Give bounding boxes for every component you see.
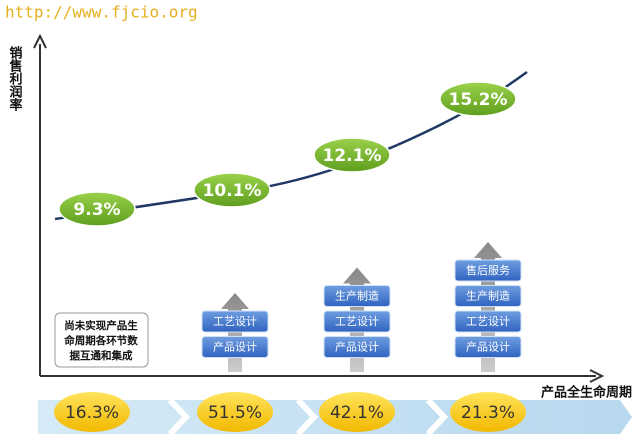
share-label: 42.1% xyxy=(330,403,384,423)
process-label: 工艺设计 xyxy=(335,315,379,328)
share-label: 16.3% xyxy=(65,403,119,423)
process-label: 售后服务 xyxy=(466,263,510,277)
process-box xyxy=(323,336,391,358)
y-axis-arrow xyxy=(33,33,47,49)
x-axis-label: 产品全生命周期 xyxy=(541,385,632,401)
process-label: 产品设计 xyxy=(466,340,510,354)
process-box xyxy=(454,310,522,333)
profit-bubble xyxy=(193,172,271,208)
y-axis-label: 销售利润率 xyxy=(7,45,23,112)
watermark: http://www.fjcio.org xyxy=(5,3,198,22)
process-label: 工艺设计 xyxy=(466,315,510,328)
note-line: 命周期各环节数 xyxy=(63,334,138,347)
process-label: 工艺设计 xyxy=(213,315,257,328)
profit-label: 9.3% xyxy=(73,200,120,220)
share-label: 51.5% xyxy=(208,403,262,423)
process-label: 生产制造 xyxy=(335,289,379,303)
process-box xyxy=(454,259,522,282)
share-bubble xyxy=(450,392,526,432)
profit-bubble xyxy=(313,137,391,173)
process-box xyxy=(323,310,391,333)
profit-bubble xyxy=(439,81,517,117)
note-box xyxy=(54,312,149,368)
profit-label: 12.1% xyxy=(323,146,382,166)
process-box xyxy=(454,336,522,358)
process-box xyxy=(201,336,269,358)
process-box xyxy=(454,285,522,307)
band-chevrons xyxy=(167,397,449,437)
note-line: 据互通和集成 xyxy=(70,349,133,362)
process-label: 生产制造 xyxy=(466,289,510,303)
process-box xyxy=(323,285,391,307)
share-bubble xyxy=(197,392,273,432)
profit-label: 10.1% xyxy=(203,181,262,201)
share-bubble xyxy=(54,392,130,432)
profit-label: 15.2% xyxy=(449,90,508,110)
share-bubble xyxy=(319,392,395,432)
process-label: 产品设计 xyxy=(335,340,379,354)
profit-bubble xyxy=(58,191,136,227)
process-box xyxy=(201,310,269,333)
share-label: 21.3% xyxy=(461,403,515,423)
x-axis-arrow xyxy=(589,369,605,383)
process-label: 产品设计 xyxy=(213,340,257,354)
note-line: 尚未实现产品生 xyxy=(64,319,138,332)
